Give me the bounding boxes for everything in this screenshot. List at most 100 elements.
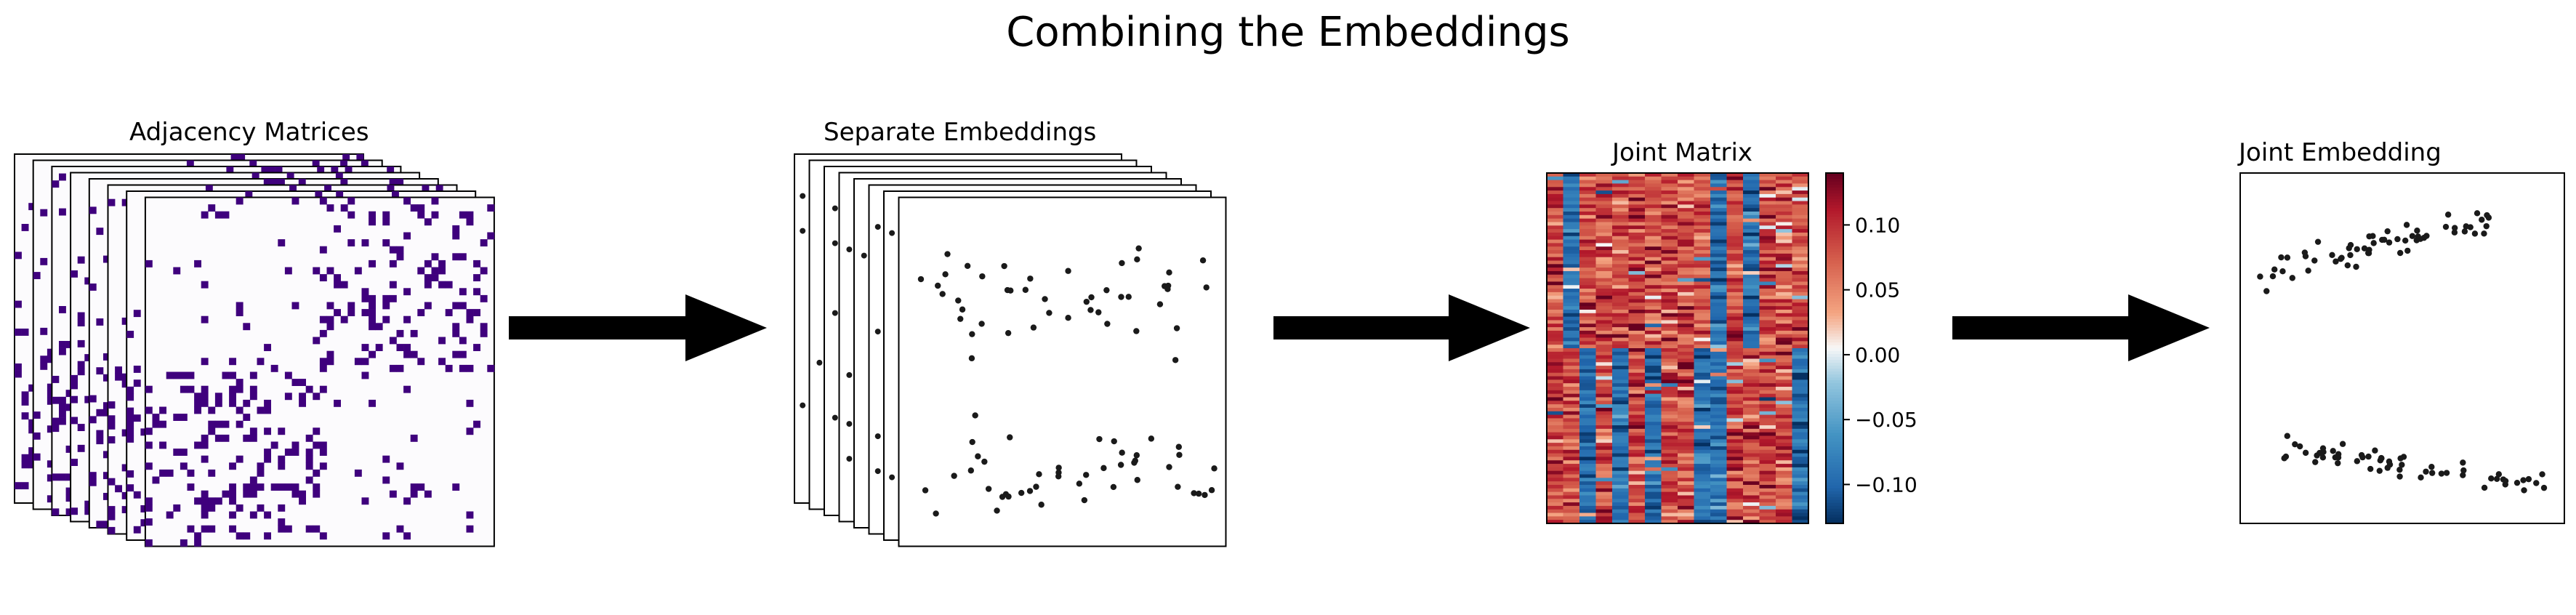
- heatmap-cell: [1776, 432, 1792, 436]
- heatmap-cell: [1661, 351, 1678, 356]
- embedding-point: [922, 487, 929, 494]
- edge-cell: [52, 180, 60, 188]
- heatmap-cell: [1759, 505, 1776, 510]
- edge-cell: [249, 476, 257, 484]
- heatmap-cell: [1678, 243, 1694, 247]
- heatmap-cell: [1710, 264, 1727, 268]
- heatmap-cell: [1645, 257, 1662, 261]
- heatmap-cell: [1710, 229, 1727, 233]
- heatmap-cell: [1563, 183, 1580, 188]
- colorbar-segment: [1826, 269, 1843, 273]
- edge-cell: [121, 464, 129, 472]
- heatmap-cell: [1661, 281, 1678, 286]
- edge-cell: [382, 218, 390, 226]
- heatmap-cell: [1678, 229, 1694, 233]
- heatmap-cell: [1710, 418, 1727, 422]
- heatmap-cell: [1547, 478, 1563, 482]
- edge-cell: [326, 358, 334, 366]
- edge-cell: [361, 239, 369, 246]
- embedding-point: [1005, 493, 1012, 500]
- edge-cell: [126, 331, 134, 338]
- edge-cell: [103, 402, 110, 410]
- heatmap-cell: [1645, 422, 1662, 426]
- heatmap-cell: [1726, 229, 1744, 233]
- heatmap-cell: [1792, 270, 1809, 276]
- colorbar-segment: [1826, 363, 1843, 366]
- heatmap-cell: [1595, 264, 1613, 268]
- heatmap-cell: [1547, 351, 1563, 356]
- heatmap-cell: [1579, 509, 1596, 513]
- edge-cell: [65, 487, 73, 495]
- heatmap-cell: [1612, 457, 1629, 461]
- heatmap-cell: [1628, 285, 1646, 289]
- heatmap-cell: [1628, 289, 1646, 293]
- heatmap-cell: [1726, 257, 1744, 261]
- heatmap-cell: [1776, 505, 1792, 510]
- embedding-point: [1055, 473, 1062, 480]
- edge-cell: [205, 185, 213, 193]
- heatmap-cell: [1661, 285, 1678, 289]
- edge-cell: [263, 179, 271, 186]
- heatmap-cell: [1710, 183, 1727, 188]
- heatmap-cell: [1792, 467, 1809, 472]
- embedding-point: [968, 355, 975, 362]
- heatmap-cell: [1759, 481, 1776, 486]
- embedding-point: [1083, 298, 1090, 305]
- heatmap-cell: [1678, 393, 1694, 398]
- joint-point: [2451, 229, 2458, 236]
- heatmap-cell: [1743, 229, 1760, 233]
- embedding-point: [1022, 286, 1029, 293]
- heatmap-cell: [1694, 453, 1711, 457]
- heatmap-cell: [1579, 327, 1596, 331]
- joint-point: [2278, 254, 2285, 261]
- heatmap-cell: [1759, 502, 1776, 507]
- edge-cell: [201, 281, 209, 289]
- joint-point: [2460, 467, 2467, 474]
- heatmap-cell: [1579, 348, 1596, 353]
- edge-cell: [422, 185, 430, 193]
- edge-cell: [389, 281, 397, 289]
- heatmap-cell: [1678, 212, 1694, 216]
- heatmap-cell: [1645, 369, 1662, 374]
- colorbar-segment: [1826, 208, 1843, 212]
- heatmap-cell: [1612, 260, 1629, 265]
- heatmap-cell: [1759, 355, 1776, 359]
- heatmap-cell: [1726, 316, 1744, 321]
- joint-point: [2404, 247, 2411, 254]
- edge-cell: [201, 441, 209, 449]
- heatmap-cell: [1726, 299, 1744, 303]
- heatmap-cell: [1563, 432, 1580, 436]
- heatmap-cell: [1776, 285, 1792, 289]
- edge-cell: [108, 422, 116, 430]
- edge-cell: [452, 225, 460, 233]
- embedding-point: [1038, 502, 1045, 508]
- heatmap-cell: [1628, 348, 1646, 353]
- heatmap-cell: [1792, 358, 1809, 363]
- edge-cell: [466, 211, 474, 219]
- heatmap-cell: [1792, 488, 1809, 493]
- heatmap-cell: [1792, 407, 1809, 412]
- edge-cell: [243, 414, 251, 421]
- heatmap-cell: [1759, 351, 1776, 356]
- heatmap-cell: [1678, 446, 1694, 451]
- heatmap-cell: [1726, 268, 1744, 272]
- heatmap-cell: [1743, 348, 1760, 353]
- edge-cell: [159, 406, 166, 414]
- edge-cell: [347, 197, 355, 205]
- edge-cell: [396, 253, 404, 261]
- heatmap-cell: [1710, 376, 1727, 380]
- edge-cell: [180, 449, 188, 456]
- heatmap-cell: [1678, 327, 1694, 331]
- heatmap-cell: [1710, 443, 1727, 447]
- colorbar-segment: [1826, 494, 1843, 498]
- heatmap-cell: [1678, 414, 1694, 419]
- heatmap-cell: [1563, 190, 1580, 195]
- edge-cell: [77, 319, 85, 326]
- edge-cell: [268, 166, 275, 174]
- heatmap-cell: [1726, 278, 1744, 282]
- heatmap-cell: [1759, 295, 1776, 300]
- heatmap-cell: [1595, 467, 1613, 472]
- heatmap-cell: [1710, 355, 1727, 359]
- heatmap-cell: [1628, 257, 1646, 261]
- heatmap-cell: [1759, 457, 1776, 461]
